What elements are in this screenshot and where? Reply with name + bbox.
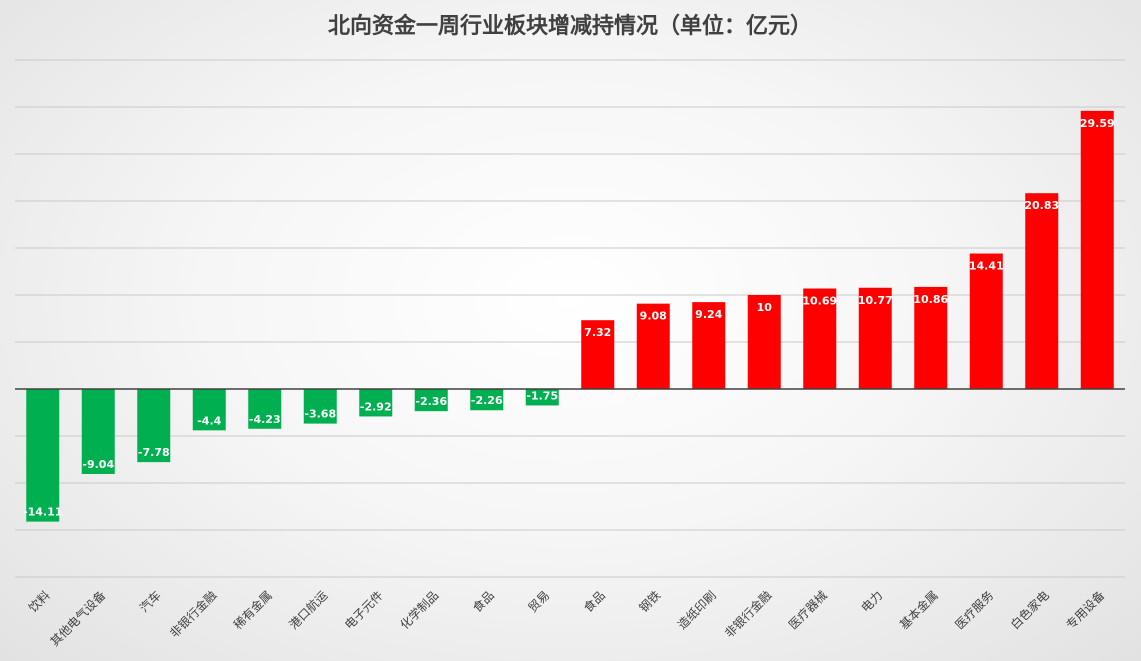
category-tick-label: 电力 [858, 588, 885, 615]
bar [636, 303, 670, 389]
bars [26, 110, 1114, 522]
data-label: 10.86 [913, 293, 948, 306]
data-label: -3.68 [304, 408, 336, 421]
data-label: -14.11 [23, 506, 62, 519]
bar [26, 389, 60, 522]
bar [969, 253, 1003, 389]
data-label: -7.78 [138, 446, 170, 459]
category-tick-label: 非银行金融 [721, 588, 774, 641]
chart-title: 北向资金一周行业板块增减持情况（单位：亿元） [328, 13, 812, 39]
category-tick-label: 造纸印刷 [675, 588, 719, 632]
gridlines [15, 59, 1125, 578]
category-tick-label: 食品 [580, 588, 608, 616]
data-label: -2.92 [360, 400, 392, 413]
bar [470, 389, 504, 411]
data-label: -2.36 [415, 395, 447, 408]
bar [803, 288, 837, 389]
bar [581, 320, 615, 389]
bar [914, 286, 948, 389]
category-tick-label: 化学制品 [397, 588, 442, 633]
bar [1080, 110, 1114, 389]
category-tick-label: 非银行金融 [166, 588, 219, 641]
bar [747, 295, 781, 389]
data-label: 10.69 [802, 295, 837, 308]
bar [359, 389, 393, 417]
data-label: -9.04 [82, 458, 114, 471]
category-tick-label: 专用设备 [1063, 588, 1108, 633]
category-tick-label: 饮料 [26, 588, 53, 615]
category-tick-label: 医疗服务 [952, 588, 997, 633]
bar [525, 389, 559, 406]
data-label: -4.4 [197, 414, 221, 427]
category-tick-label: 基本金属 [896, 588, 941, 633]
data-label: 9.08 [640, 310, 667, 323]
bar [192, 389, 226, 431]
data-label: 20.83 [1024, 199, 1059, 212]
category-tick-label: 食品 [469, 588, 497, 616]
bar [1025, 193, 1059, 389]
data-label: 7.32 [584, 326, 611, 339]
category-tick-label: 白色家电 [1007, 588, 1052, 633]
data-label: -4.23 [249, 413, 281, 426]
data-labels: -14.11 -9.04 -7.78 -4.4 -4.23 -3.68 -2.92 -2.36… [23, 117, 1115, 519]
data-label: -2.26 [471, 394, 503, 407]
data-label: 9.24 [695, 308, 722, 321]
category-tick-label: 贸易 [525, 588, 552, 615]
category-tick-label: 医疗器械 [785, 588, 830, 633]
bar [137, 389, 171, 463]
category-tick-label: 电子元件 [342, 588, 386, 632]
data-label: -1.75 [526, 389, 558, 402]
bar [692, 302, 726, 389]
category-tick-label: 钢铁 [636, 588, 663, 615]
bar [81, 389, 115, 474]
data-label: 10.77 [858, 294, 893, 307]
bar [303, 389, 337, 424]
category-tick-label: 其他电气设备 [47, 588, 109, 650]
bar [858, 287, 892, 389]
category-tick-label: 稀有金属 [230, 588, 275, 633]
category-tick-labels: 饮料其他电气设备 汽车 非银行金融 稀有金属 港口航运 电子元件 化学制品 食品 贸易 食品 钢铁造… [26, 588, 1107, 650]
data-label: 29.59 [1080, 117, 1115, 130]
data-label: 10 [757, 301, 773, 314]
category-tick-label: 汽车 [136, 588, 164, 616]
bar [414, 389, 448, 412]
category-tick-label: 港口航运 [286, 588, 331, 633]
bar [248, 389, 282, 429]
data-label: 14.41 [969, 260, 1004, 273]
